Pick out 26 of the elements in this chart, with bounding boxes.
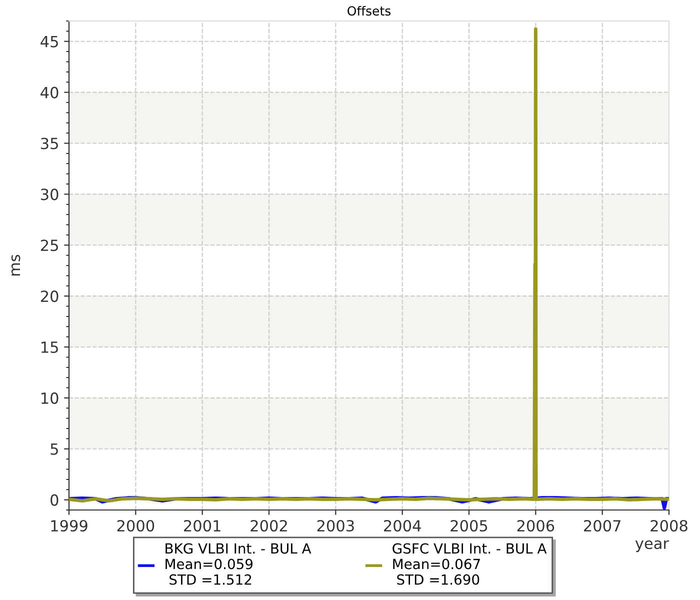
y-tick-label: 45 [40, 36, 58, 48]
x-tick-label: 1999 [51, 520, 88, 532]
x-tick-label: 2004 [384, 520, 421, 532]
x-tick-label: 2002 [250, 520, 287, 532]
x-tick-label: 2007 [584, 520, 620, 532]
x-axis-title: year [635, 540, 669, 552]
y-tick-label: 0 [50, 494, 58, 506]
legend-label: BKG VLBI Int. - BUL A Mean=0.059 STD =1.512 [166, 543, 312, 585]
chart-title: Offsets [348, 6, 391, 16]
x-tick-label: 2008 [650, 520, 688, 532]
x-tick-label: 2001 [184, 520, 220, 532]
y-tick-label: 35 [41, 138, 58, 150]
x-tick-label: 2003 [317, 520, 354, 532]
legend-label: GSFC VLBI Int. - BUL A Mean=0.067 STD =1.690 [392, 543, 547, 585]
y-axis-title: ms [11, 254, 20, 276]
x-tick-label: 2005 [450, 520, 488, 532]
y-tick-label: 15 [42, 342, 58, 354]
y-tick-label: 10 [42, 392, 58, 404]
y-tick-label: 20 [40, 290, 58, 302]
x-tick-label: 2000 [117, 520, 154, 532]
y-tick-label: 5 [50, 444, 58, 455]
y-tick-label: 30 [41, 188, 58, 200]
line-series [69, 27, 669, 503]
y-tick-label: 40 [40, 86, 58, 98]
x-tick-label: 2006 [517, 520, 554, 532]
y-tick-label: 25 [40, 240, 58, 252]
